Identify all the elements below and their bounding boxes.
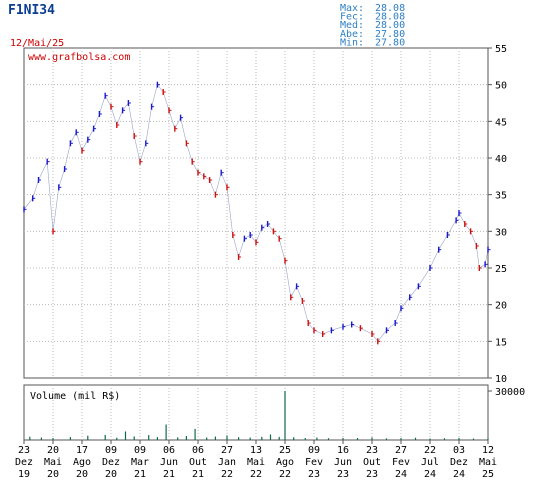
x-tick-label: 25 <box>279 445 291 456</box>
x-tick-label: 27 <box>395 445 407 456</box>
x-tick-label: Jul <box>421 457 439 468</box>
x-tick-label: Dez <box>450 457 468 468</box>
x-tick-label: 22 <box>250 469 262 480</box>
y-tick-label: 35 <box>495 191 507 202</box>
stat-value-3: 27.80 <box>375 29 405 40</box>
x-tick-label: 21 <box>163 469 175 480</box>
y-tick-label: 20 <box>495 301 507 312</box>
stat-value-0: 28.08 <box>375 3 405 14</box>
watermark: www.grafbolsa.com <box>28 52 130 63</box>
x-tick-label: 22 <box>221 469 233 480</box>
x-tick-label: 09 <box>308 445 320 456</box>
x-tick-label: Jun <box>160 457 178 468</box>
x-tick-label: 23 <box>366 445 378 456</box>
x-tick-label: 23 <box>366 469 378 480</box>
volume-title: Volume (mil R$) <box>30 391 120 402</box>
x-tick-label: 22 <box>279 469 291 480</box>
stat-label-2: Med: <box>340 20 364 31</box>
x-tick-label: 25 <box>482 469 494 480</box>
volume-bars <box>29 391 489 440</box>
x-tick-label: 19 <box>18 469 30 480</box>
stat-value-4: 27.80 <box>375 37 405 48</box>
volume-y-axis: 30000 <box>488 387 525 398</box>
price-series <box>23 81 491 345</box>
stat-value-2: 28.00 <box>375 20 405 31</box>
y-tick-label: 30 <box>495 227 507 238</box>
vol-tick-label: 30000 <box>495 387 525 398</box>
ticker-title: F1NI34 <box>8 3 55 18</box>
x-tick-label: 23 <box>18 445 30 456</box>
stat-label-3: Abe: <box>340 29 364 40</box>
y-tick-label: 15 <box>495 337 507 348</box>
y-tick-label: 25 <box>495 264 507 275</box>
x-tick-label: 21 <box>192 469 204 480</box>
x-tick-label: Dez <box>15 457 33 468</box>
x-tick-label: 24 <box>395 469 407 480</box>
stat-label-0: Max: <box>340 3 364 14</box>
x-tick-label: 20 <box>76 469 88 480</box>
x-tick-label: 03 <box>453 445 465 456</box>
x-tick-label: 20 <box>47 469 59 480</box>
x-tick-label: 12 <box>482 445 494 456</box>
x-tick-label: Mai <box>44 457 62 468</box>
stat-label-4: Min: <box>340 37 364 48</box>
x-tick-label: 20 <box>47 445 59 456</box>
x-axis: 23Dez1920Mai2017Ago2009Dez2009Mar2106Jun… <box>15 440 497 480</box>
y-tick-label: 40 <box>495 154 507 165</box>
x-tick-label: 23 <box>337 469 349 480</box>
y-tick-label: 10 <box>495 374 507 385</box>
stat-label-1: Fec: <box>340 12 364 23</box>
date-label: 12/Mai/25 <box>10 38 64 49</box>
price-grid <box>24 48 488 378</box>
x-tick-label: Dez <box>102 457 120 468</box>
x-tick-label: 24 <box>453 469 465 480</box>
x-tick-label: 27 <box>221 445 233 456</box>
stat-value-1: 28.08 <box>375 12 405 23</box>
x-tick-label: Jun <box>334 457 352 468</box>
x-tick-label: 16 <box>337 445 349 456</box>
x-tick-label: Ago <box>73 457 91 468</box>
y-tick-label: 50 <box>495 81 507 92</box>
x-tick-label: 21 <box>134 469 146 480</box>
x-tick-label: 09 <box>134 445 146 456</box>
x-tick-label: 24 <box>424 469 436 480</box>
x-tick-label: Ago <box>276 457 294 468</box>
x-tick-label: 06 <box>192 445 204 456</box>
price-y-axis: 10 15 20 25 30 35 40 45 50 55 <box>488 44 507 385</box>
y-tick-label: 55 <box>495 44 507 55</box>
price-stats: Max: 28.08 Fec: 28.08 Med: 28.00 Abe: 27.80 Min:… <box>340 3 405 48</box>
x-tick-label: Out <box>363 457 381 468</box>
x-tick-label: Jan <box>218 457 236 468</box>
x-tick-label: 17 <box>76 445 88 456</box>
x-tick-label: 09 <box>105 445 117 456</box>
x-tick-label: Mar <box>131 457 149 468</box>
x-tick-label: 20 <box>105 469 117 480</box>
y-tick-label: 45 <box>495 117 507 128</box>
x-tick-label: Out <box>189 457 207 468</box>
x-tick-label: 22 <box>424 445 436 456</box>
x-tick-label: Fev <box>305 457 323 468</box>
x-tick-label: Mai <box>247 457 265 468</box>
x-tick-label: Mai <box>479 457 497 468</box>
x-tick-label: 13 <box>250 445 262 456</box>
x-tick-label: Fev <box>392 457 410 468</box>
x-tick-label: 23 <box>308 469 320 480</box>
x-tick-label: 06 <box>163 445 175 456</box>
